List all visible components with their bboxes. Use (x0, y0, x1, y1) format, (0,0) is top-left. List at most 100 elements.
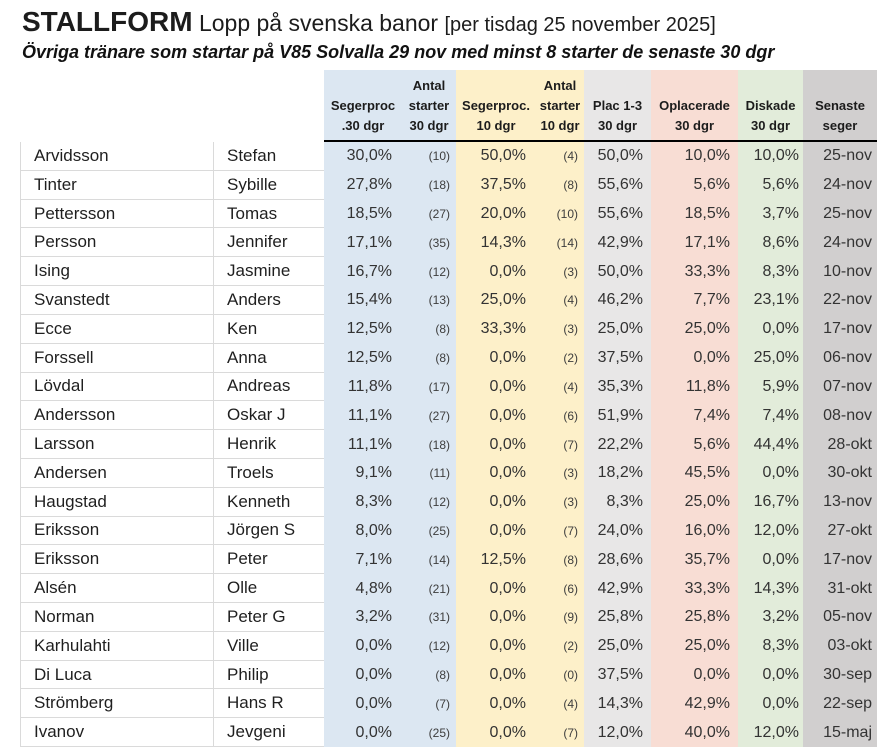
table-row: Svanstedt Anders 15,4% (13) 25,0% (4) 46,2% 7,7… (0, 286, 877, 315)
trainer-firstname-cell: Ken (213, 314, 324, 344)
unplaced-cell: 33,3% (651, 257, 738, 287)
table-row: Tinter Sybille 27,8% (18) 37,5% (8) 55,6% 5,6% 5… (0, 170, 877, 200)
plac-1-3-cell: 24,0% (584, 516, 651, 546)
win-pct-30-cell: 18,5% (324, 199, 402, 229)
trainer-lastname-cell: Strömberg (20, 689, 213, 719)
column-header-line: Plac 1-3 (592, 98, 643, 113)
starts-10-cell: (4) (536, 689, 584, 719)
page-subtitle: Övriga tränare som startar på V85 Solval… (22, 42, 775, 62)
trainer-firstname-cell: Kenneth (213, 487, 324, 517)
unplaced-cell: 10,0% (651, 142, 738, 171)
trainer-firstname-cell: Stefan (213, 142, 324, 171)
plac-1-3-cell: 42,9% (584, 228, 651, 258)
win-pct-30-cell: 17,1% (324, 228, 402, 258)
win-pct-10-cell: 37,5% (456, 170, 536, 200)
plac-1-3-cell: 18,2% (584, 458, 651, 488)
row-gutter (0, 257, 20, 286)
disqualified-cell: 5,9% (738, 372, 803, 402)
last-win-cell: 05-nov (803, 603, 877, 632)
win-pct-30-cell: 3,2% (324, 603, 402, 632)
table-row: Lövdal Andreas 11,8% (17) 0,0% (4) 35,3% 11,8% 5… (0, 372, 877, 402)
last-win-cell: 22-nov (803, 286, 877, 315)
trainer-firstname-cell: Sybille (213, 170, 324, 200)
win-pct-30-cell: 11,1% (324, 401, 402, 431)
last-win-cell: 15-maj (803, 718, 877, 747)
last-win-cell: 07-nov (803, 372, 877, 402)
win-pct-10-cell: 25,0% (456, 286, 536, 315)
row-gutter (0, 603, 20, 632)
win-pct-10-cell: 0,0% (456, 574, 536, 603)
row-gutter (0, 286, 20, 315)
table-row: Karhulahti Ville 0,0% (12) 0,0% (2) 25,0% 25,0%… (0, 631, 877, 661)
plac-1-3-cell: 37,5% (584, 660, 651, 690)
plac-1-3-cell: 55,6% (584, 199, 651, 229)
starts-10-cell: (14) (536, 228, 584, 258)
trainer-firstname-cell: Jasmine (213, 257, 324, 287)
disqualified-cell: 0,0% (738, 660, 803, 690)
win-pct-30-cell: 27,8% (324, 170, 402, 200)
unplaced-cell: 0,0% (651, 660, 738, 690)
table-row: Andersen Troels 9,1% (11) 0,0% (3) 18,2% 45,5% 0… (0, 458, 877, 488)
win-pct-30-cell: 11,1% (324, 430, 402, 459)
win-pct-10-cell: 0,0% (456, 401, 536, 431)
last-win-cell: 30-okt (803, 458, 877, 488)
starts-30-cell: (18) (402, 430, 456, 459)
plac-1-3-cell: 46,2% (584, 286, 651, 315)
trainer-lastname-cell: Tinter (20, 170, 213, 200)
unplaced-cell: 42,9% (651, 689, 738, 719)
unplaced-cell: 16,0% (651, 516, 738, 546)
column-header-n30: Antal starter 30 dgr (402, 70, 456, 142)
trainer-lastname-cell: Ecce (20, 314, 213, 344)
unplaced-cell: 25,0% (651, 631, 738, 661)
trainer-firstname-cell: Tomas (213, 199, 324, 229)
trainer-firstname-cell: Philip (213, 660, 324, 690)
plac-1-3-cell: 14,3% (584, 689, 651, 719)
row-gutter (0, 488, 20, 517)
trainer-firstname-cell: Hans R (213, 689, 324, 719)
disqualified-cell: 44,4% (738, 430, 803, 459)
trainer-lastname-cell: Andersson (20, 401, 213, 431)
disqualified-cell: 25,0% (738, 343, 803, 373)
trainer-firstname-cell: Anna (213, 343, 324, 373)
last-win-cell: 17-nov (803, 314, 877, 344)
column-header-line: starter (408, 98, 450, 113)
column-header-n10: Antal starter 10 dgr (536, 70, 584, 142)
column-header-line: starter (539, 98, 581, 113)
starts-30-cell: (31) (402, 603, 456, 632)
table-body: Arvidsson Stefan 30,0% (10) 50,0% (4) 50,0% 10,… (0, 142, 877, 747)
table-row: Ising Jasmine 16,7% (12) 0,0% (3) 50,0% 33,3% 8,… (0, 257, 877, 287)
trainer-lastname-cell: Haugstad (20, 487, 213, 517)
column-header-line: .30 dgr (341, 118, 385, 133)
starts-10-cell: (3) (536, 458, 584, 488)
table-row: Ivanov Jevgeni 0,0% (25) 0,0% (7) 12,0% 40,0% 12… (0, 718, 877, 747)
row-gutter (0, 689, 20, 718)
trainer-stats-table: Segerproc .30 dgr Antal starter 30 dgr Segerp… (0, 70, 877, 747)
starts-30-cell: (11) (402, 458, 456, 488)
table-row: Strömberg Hans R 0,0% (7) 0,0% (4) 14,3% 42,9% 0… (0, 689, 877, 719)
trainer-firstname-cell: Peter (213, 545, 324, 575)
row-gutter (0, 517, 20, 546)
starts-30-cell: (12) (402, 631, 456, 661)
column-header-win30: Segerproc .30 dgr (324, 70, 402, 142)
column-header-line: Segerproc. (462, 98, 530, 113)
last-win-cell: 25-nov (803, 142, 877, 171)
starts-10-cell: (10) (536, 199, 584, 229)
plac-1-3-cell: 42,9% (584, 574, 651, 603)
column-header-senaste: Senaste seger (803, 70, 877, 142)
row-gutter (0, 315, 20, 344)
last-win-cell: 03-okt (803, 631, 877, 661)
column-header-line: Segerproc (330, 98, 396, 113)
win-pct-10-cell: 0,0% (456, 343, 536, 373)
disqualified-cell: 12,0% (738, 718, 803, 747)
starts-30-cell: (8) (402, 660, 456, 690)
plac-1-3-cell: 22,2% (584, 430, 651, 459)
win-pct-10-cell: 12,5% (456, 545, 536, 575)
last-win-cell: 10-nov (803, 257, 877, 287)
row-gutter (0, 344, 20, 373)
trainer-firstname-cell: Jevgeni (213, 718, 324, 747)
starts-10-cell: (7) (536, 430, 584, 459)
unplaced-cell: 7,7% (651, 286, 738, 315)
table-row: Larsson Henrik 11,1% (18) 0,0% (7) 22,2% 5,6% 44… (0, 430, 877, 459)
disqualified-cell: 14,3% (738, 574, 803, 603)
table-row: Haugstad Kenneth 8,3% (12) 0,0% (3) 8,3% 25,0% 1… (0, 487, 877, 517)
